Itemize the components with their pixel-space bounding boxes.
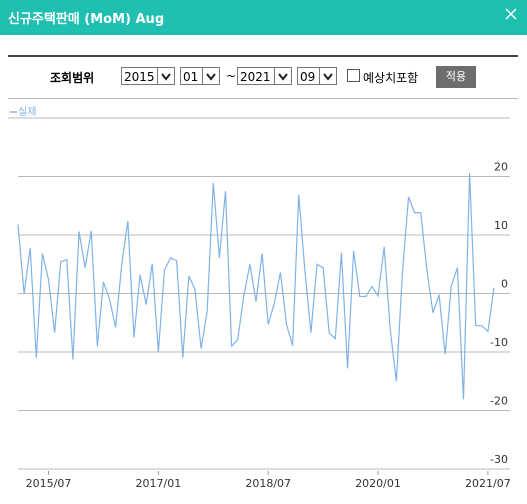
start-month-select[interactable]: 01 (180, 67, 220, 85)
x-tick-label: 2015/07 (26, 477, 72, 490)
end-year-select[interactable]: 2021 (237, 67, 292, 85)
dropdown-arrow (157, 68, 171, 84)
x-tick-label: 2020/01 (355, 477, 401, 490)
y-tick-label: -10 (490, 336, 508, 349)
dropdown-arrow (319, 68, 333, 84)
y-tick-label: 20 (494, 161, 508, 174)
end-year: 2021 (240, 70, 271, 84)
chart: -30 -20 -10 0 10 20 2015/07 2017/01 2018/07 2020/… (8, 106, 511, 490)
end-month: 09 (300, 70, 316, 84)
y-tick-label: -20 (490, 395, 508, 408)
checkbox[interactable] (347, 69, 360, 82)
data-line (17, 172, 495, 400)
close-button[interactable] (505, 8, 517, 20)
x-tick-label: 2021/07 (465, 477, 511, 490)
y-tick-label: -30 (490, 453, 508, 466)
y-tick-label: 10 (494, 219, 508, 232)
start-month: 01 (183, 70, 199, 84)
start-year-select[interactable]: 2015 (121, 67, 175, 85)
range-label: 조회범위 (50, 71, 95, 85)
y-tick-label: 0 (501, 278, 508, 291)
dropdown-arrow (274, 68, 288, 84)
separator: ~ (226, 69, 237, 83)
x-tick-label: 2017/01 (136, 477, 182, 490)
end-month-select[interactable]: 09 (297, 67, 337, 85)
title: 신규주택판매 (MoM) Aug (8, 12, 165, 27)
header: 신규주택판매 (MoM) Aug (0, 0, 527, 35)
start-year: 2015 (124, 70, 155, 84)
filter-bar: 조회범위 2015 01 ~ 2021 09 예상치포함 적용 (8, 55, 518, 99)
checkbox-label: 예상치포함 (363, 71, 419, 85)
x-tick-label: 2018/07 (245, 477, 291, 490)
apply-button[interactable]: 적용 (436, 66, 476, 88)
legend-label: 실제 (18, 106, 36, 118)
dropdown-arrow (202, 68, 216, 84)
